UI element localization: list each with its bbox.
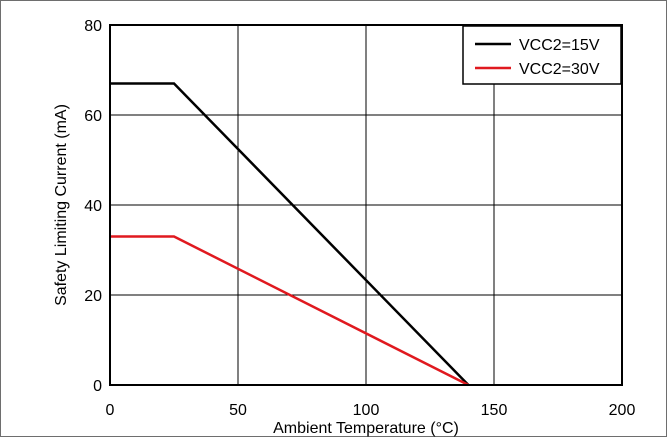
x-tick-label: 0 — [106, 402, 115, 419]
legend-label: VCC2=30V — [519, 61, 600, 78]
x-tick-label: 200 — [609, 402, 636, 419]
y-tick-label: 20 — [84, 288, 102, 305]
series-line-2 — [110, 235, 469, 387]
x-tick-labels: 0 50 100 150 200 — [106, 402, 636, 419]
x-tick-label: 150 — [481, 402, 508, 419]
legend-label: VCC2=15V — [519, 37, 600, 54]
series-layer — [110, 82, 470, 387]
x-tick-label: 50 — [229, 402, 247, 419]
series-line-1 — [110, 82, 470, 386]
y-tick-label: 0 — [93, 378, 102, 395]
legend-box — [462, 25, 622, 85]
y-tick-label: 40 — [84, 198, 102, 215]
x-axis-label: Ambient Temperature (°C) — [273, 420, 459, 437]
y-axis-label: Safety Limiting Current (mA) — [53, 104, 70, 306]
legend: VCC2=15V VCC2=30V — [462, 25, 622, 85]
y-tick-label: 80 — [84, 18, 102, 35]
y-tick-labels: 0 20 40 60 80 — [84, 18, 102, 395]
x-tick-label: 100 — [353, 402, 380, 419]
y-tick-label: 60 — [84, 108, 102, 125]
plot-border — [109, 24, 623, 386]
grid — [110, 25, 622, 385]
